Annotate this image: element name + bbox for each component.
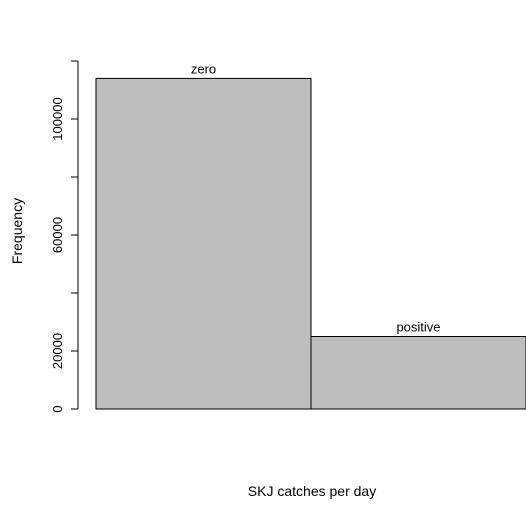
x-axis-label: SKJ catches per day	[248, 483, 376, 499]
y-axis: 0 20000 60000 100000	[50, 60, 79, 413]
y-tick-label: 100000	[50, 97, 65, 140]
y-tick-label: 60000	[50, 217, 65, 253]
bar-positive	[310, 336, 526, 410]
bar-zero	[95, 77, 312, 410]
bar-label-zero: zero	[191, 61, 216, 76]
bars-group	[95, 77, 526, 410]
y-tick-label: 20000	[50, 333, 65, 369]
y-axis-label: Frequency	[9, 198, 25, 264]
bar-label-positive: positive	[396, 320, 440, 335]
bar-labels-group: zero positive	[191, 61, 441, 334]
y-tick-label: 0	[50, 405, 65, 412]
